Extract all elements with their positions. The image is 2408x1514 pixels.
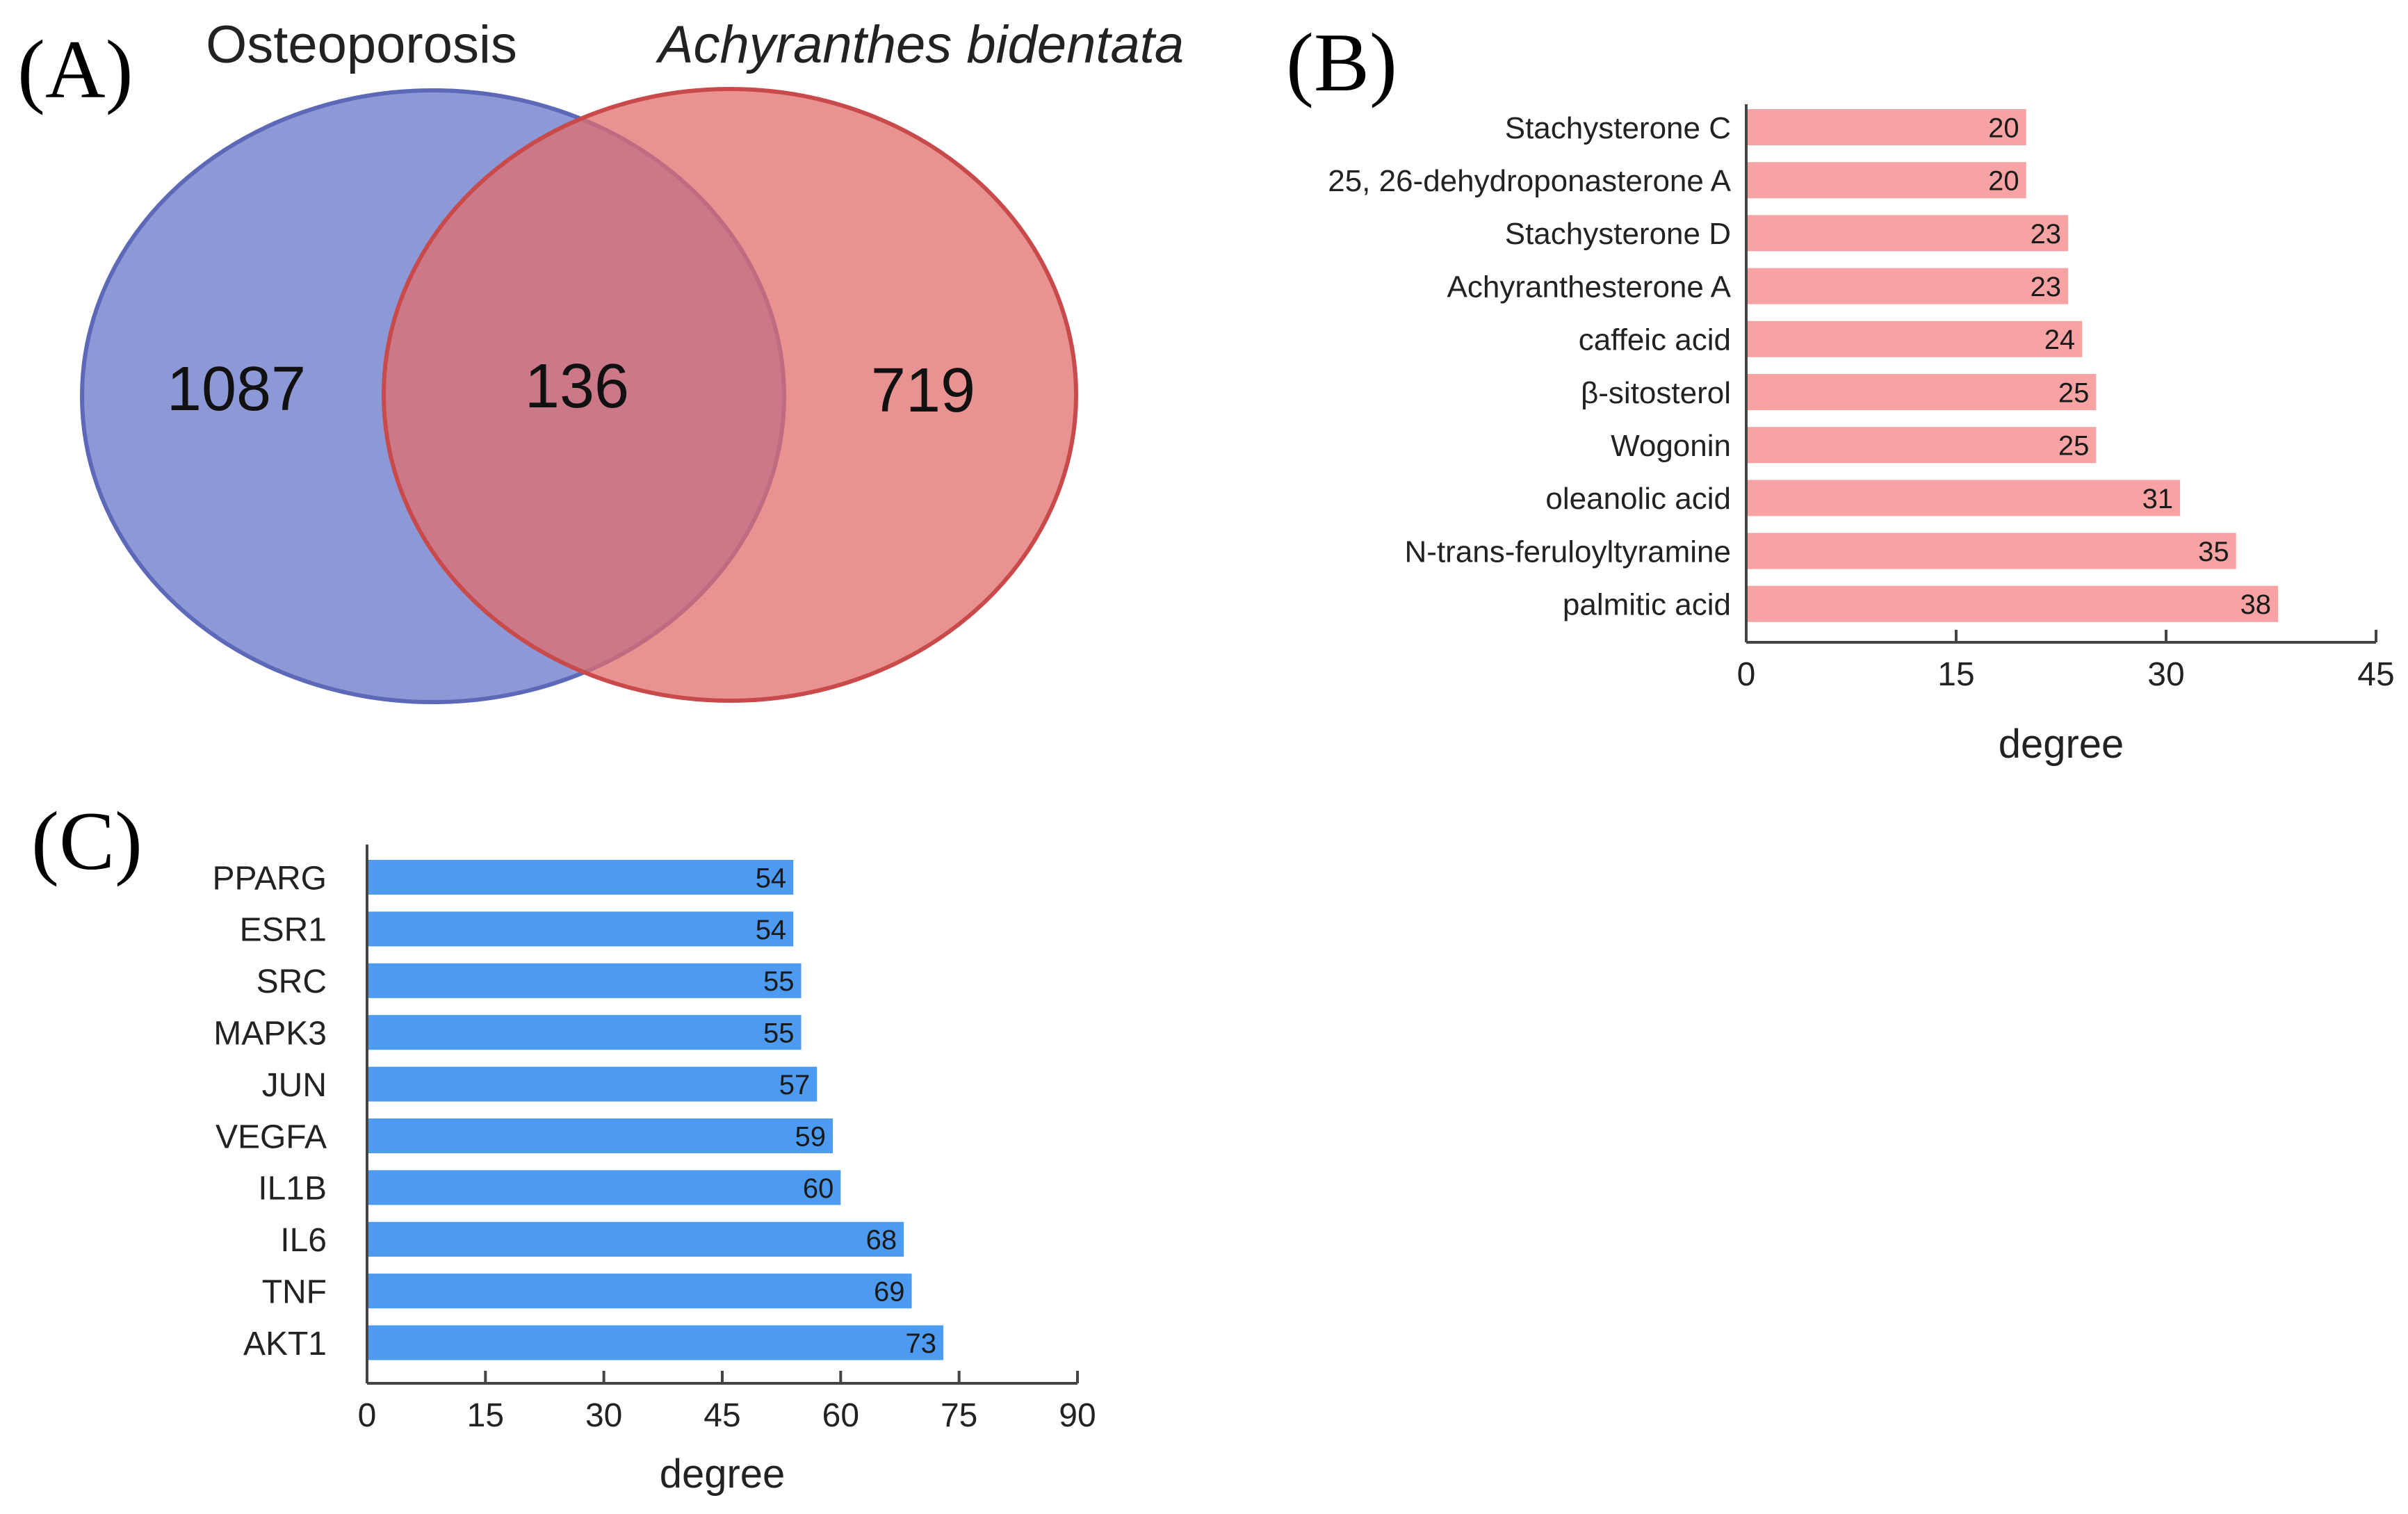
bar xyxy=(367,1066,817,1102)
panel-label-a: (A) xyxy=(17,23,133,115)
venn-count-left-only: 1087 xyxy=(167,355,306,424)
bar-chart-targets: (C) 54 PPARG 54 ESR1 55 SRC 55 MAPK3 57 JUN 59 VEGF… xyxy=(31,795,1096,1497)
category-label: AKT1 xyxy=(243,1326,327,1362)
bar xyxy=(367,911,794,947)
bar xyxy=(367,1015,802,1050)
bar-value-label: 38 xyxy=(2240,589,2272,620)
bar-value-label: 31 xyxy=(2142,484,2174,514)
bar-value-label: 35 xyxy=(2198,537,2229,567)
x-tick-label: 45 xyxy=(703,1397,740,1434)
bar xyxy=(1746,480,2181,516)
bar-value-label: 69 xyxy=(874,1277,905,1308)
x-tick-label: 0 xyxy=(358,1397,377,1434)
bar-value-label: 59 xyxy=(795,1121,826,1152)
category-label: β-sitosterol xyxy=(1581,376,1731,410)
panel-label-b: (B) xyxy=(1286,16,1397,108)
x-tick-label: 30 xyxy=(2147,656,2184,693)
x-axis-title: degree xyxy=(660,1451,786,1497)
bar xyxy=(1746,585,2279,622)
category-label: oleanolic acid xyxy=(1545,482,1731,516)
bar xyxy=(1746,320,2083,357)
bar-value-label: 55 xyxy=(763,966,795,997)
x-tick-label: 15 xyxy=(1937,656,1974,693)
bar-value-label: 60 xyxy=(803,1173,834,1204)
bar-value-label: 73 xyxy=(905,1328,936,1359)
bar xyxy=(1746,427,2097,464)
bar-value-label: 24 xyxy=(2044,325,2076,355)
bar xyxy=(1746,215,2069,252)
category-label: caffeic acid xyxy=(1579,323,1731,357)
bar-value-label: 23 xyxy=(2031,272,2062,302)
bar xyxy=(367,1170,841,1205)
category-label: PPARG xyxy=(213,860,327,897)
x-tick-label: 30 xyxy=(585,1397,622,1434)
bar-value-label: 68 xyxy=(866,1225,897,1255)
bar-value-label: 23 xyxy=(2031,219,2062,250)
category-label: MAPK3 xyxy=(213,1015,327,1052)
category-label: JUN xyxy=(262,1067,327,1104)
category-label: IL6 xyxy=(280,1222,327,1259)
bar xyxy=(1746,268,2069,304)
bar xyxy=(1746,374,2097,410)
category-label: Stachysterone D xyxy=(1505,217,1731,251)
category-label: 25, 26-dehydroponasterone A xyxy=(1328,164,1731,198)
bar-value-label: 57 xyxy=(779,1070,811,1100)
bar-value-label: 55 xyxy=(763,1018,795,1049)
bar xyxy=(1746,162,2026,199)
bar xyxy=(367,1118,833,1153)
category-label: N-trans-feruloyltyramine xyxy=(1405,535,1731,569)
category-label: Achyranthesterone A xyxy=(1447,270,1732,304)
x-axis-title: degree xyxy=(1999,722,2124,767)
venn-panel: (A) Osteoporosis Achyranthes bidentata 1… xyxy=(17,15,1184,704)
x-tick-label: 90 xyxy=(1059,1397,1096,1434)
panel-label-c: (C) xyxy=(31,795,143,887)
bar-value-label: 25 xyxy=(2058,377,2090,408)
category-label: TNF xyxy=(262,1273,327,1310)
bar xyxy=(1746,109,2026,145)
category-label: palmitic acid xyxy=(1563,588,1731,622)
bar xyxy=(367,963,802,998)
bar xyxy=(367,860,794,895)
venn-circle-achyranthes xyxy=(382,87,1078,703)
bar-value-label: 20 xyxy=(1988,113,2019,143)
bar xyxy=(367,1221,904,1257)
bar-value-label: 20 xyxy=(1988,166,2019,197)
bar-chart-compounds: (B) 20 Stachysterone C 20 25, 26-dehydropon… xyxy=(1286,16,2395,767)
x-tick-label: 0 xyxy=(1737,656,1756,693)
venn-count-right-only: 719 xyxy=(871,356,975,425)
bar-value-label: 54 xyxy=(756,915,787,945)
x-tick-label: 45 xyxy=(2357,656,2394,693)
category-label: Wogonin xyxy=(1611,429,1731,463)
x-tick-label: 75 xyxy=(941,1397,977,1434)
x-tick-label: 15 xyxy=(467,1397,504,1434)
category-label: ESR1 xyxy=(240,912,327,949)
category-label: SRC xyxy=(257,963,327,1000)
bar-value-label: 25 xyxy=(2058,431,2090,462)
bar xyxy=(367,1273,912,1309)
venn-count-overlap: 136 xyxy=(525,352,629,421)
venn-set-left-title: Osteoporosis xyxy=(206,15,517,74)
category-label: VEGFA xyxy=(215,1118,327,1155)
bar xyxy=(367,1325,943,1360)
category-label: IL1B xyxy=(258,1171,327,1207)
bar-value-label: 54 xyxy=(756,863,787,893)
x-tick-label: 60 xyxy=(822,1397,859,1434)
venn-set-right-title: Achyranthes bidentata xyxy=(656,15,1184,74)
bar xyxy=(1746,532,2236,569)
category-label: Stachysterone C xyxy=(1505,111,1731,145)
